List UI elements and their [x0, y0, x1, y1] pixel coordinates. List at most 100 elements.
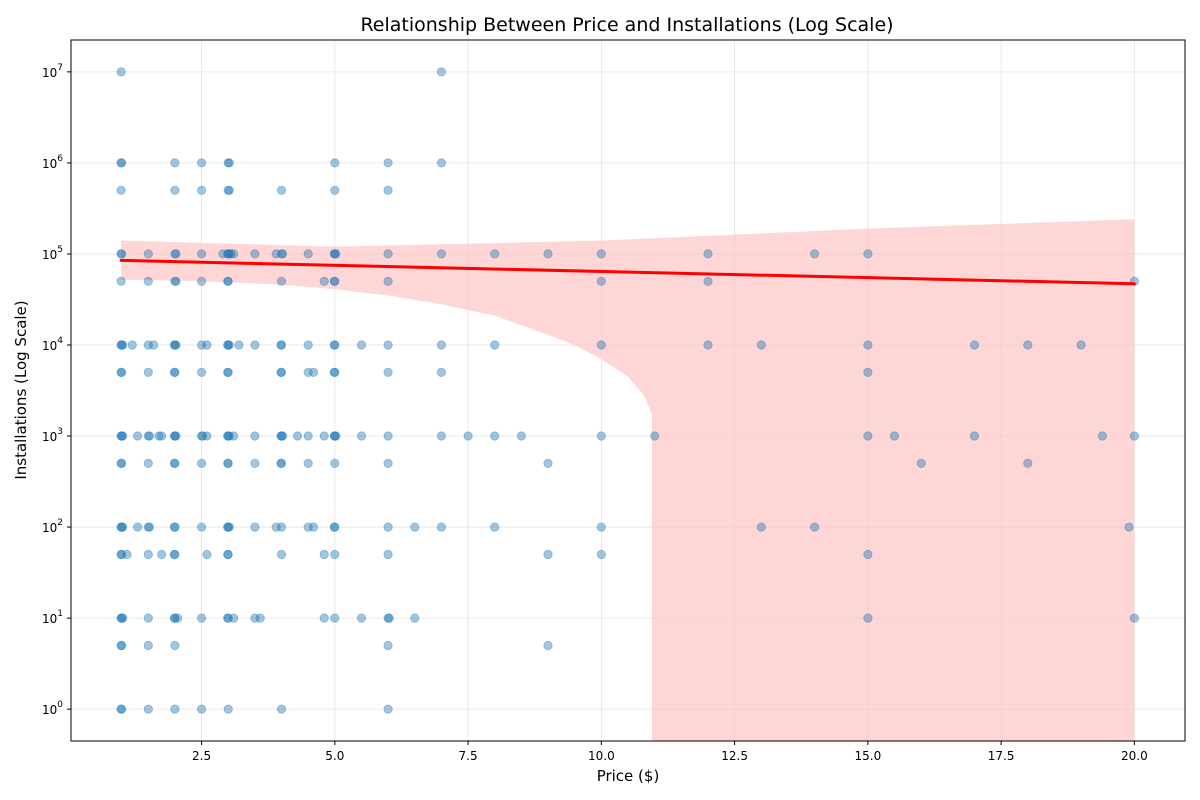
- data-point: [224, 185, 234, 195]
- data-point: [271, 249, 281, 259]
- data-point: [117, 522, 127, 532]
- data-point: [117, 158, 127, 168]
- data-point: [144, 431, 154, 441]
- data-point: [703, 276, 713, 286]
- data-point: [117, 458, 127, 468]
- data-point: [223, 249, 233, 259]
- data-point: [218, 249, 228, 259]
- data-point: [255, 613, 265, 623]
- data-point: [330, 613, 340, 623]
- data-point: [330, 185, 340, 195]
- data-point: [223, 458, 233, 468]
- data-point: [226, 249, 236, 259]
- data-point: [319, 549, 329, 560]
- data-point: [383, 613, 393, 623]
- data-point: [197, 367, 207, 377]
- data-point: [276, 367, 287, 377]
- data-point: [170, 158, 180, 168]
- data-point: [1097, 431, 1108, 441]
- data-point: [356, 340, 367, 350]
- data-point: [169, 549, 179, 560]
- data-point: [224, 340, 234, 350]
- data-point: [330, 549, 340, 560]
- data-point: [118, 522, 128, 532]
- y-tick-label: 106: [42, 154, 63, 171]
- data-point: [143, 549, 153, 560]
- data-point: [1076, 340, 1086, 350]
- x-tick-label: 15.0: [854, 749, 881, 763]
- data-point: [276, 704, 287, 714]
- data-point: [197, 249, 207, 259]
- data-point: [157, 549, 167, 560]
- data-point: [463, 431, 473, 441]
- data-point: [118, 340, 128, 350]
- data-point: [330, 249, 340, 259]
- data-point: [170, 549, 180, 560]
- data-point: [329, 522, 339, 532]
- data-point: [223, 613, 233, 623]
- y-tick-label: 103: [42, 427, 63, 444]
- data-point: [383, 340, 393, 350]
- data-point: [224, 431, 234, 441]
- data-point: [436, 67, 446, 77]
- data-point: [122, 549, 132, 560]
- data-point: [277, 431, 288, 441]
- data-point: [331, 249, 341, 259]
- data-point: [543, 458, 553, 468]
- data-point: [276, 340, 286, 350]
- data-point: [223, 613, 233, 623]
- data-point: [330, 276, 340, 286]
- x-tick-label: 2.5: [192, 749, 211, 763]
- data-point: [117, 613, 127, 623]
- data-point: [116, 185, 126, 195]
- data-point: [170, 367, 180, 377]
- data-point: [116, 249, 126, 259]
- data-point: [117, 367, 127, 377]
- data-point: [383, 640, 393, 651]
- x-tick-label: 5.0: [325, 749, 344, 763]
- data-point: [133, 522, 143, 532]
- data-point: [276, 522, 287, 532]
- data-point: [170, 276, 180, 286]
- data-point: [170, 249, 180, 259]
- data-point: [116, 158, 126, 168]
- data-point: [117, 249, 127, 259]
- data-point: [490, 249, 500, 259]
- data-point: [223, 549, 233, 560]
- data-point: [198, 431, 208, 441]
- data-point: [319, 613, 329, 623]
- data-point: [383, 431, 393, 441]
- data-point: [276, 458, 287, 468]
- data-point: [250, 431, 260, 441]
- data-point: [197, 158, 207, 168]
- data-point: [223, 276, 233, 286]
- data-point: [303, 431, 313, 441]
- data-point: [143, 640, 153, 651]
- data-point: [229, 613, 239, 623]
- data-point: [143, 367, 153, 377]
- data-point: [383, 249, 393, 259]
- data-point: [171, 249, 181, 259]
- data-point: [143, 276, 153, 286]
- data-point: [250, 613, 260, 623]
- data-point: [303, 522, 313, 532]
- data-point: [250, 340, 260, 350]
- data-point: [271, 522, 281, 532]
- data-point: [383, 522, 393, 532]
- data-point: [169, 613, 179, 623]
- data-point: [303, 367, 313, 377]
- data-point: [223, 367, 233, 377]
- x-tick-label: 7.5: [459, 749, 478, 763]
- data-point: [383, 185, 393, 195]
- confidence-band-group: [121, 219, 1135, 742]
- data-point: [223, 340, 233, 350]
- data-point: [170, 340, 180, 350]
- data-point: [516, 431, 527, 441]
- data-point: [1023, 458, 1033, 468]
- data-point: [410, 522, 420, 532]
- data-point: [330, 367, 340, 377]
- data-point: [383, 458, 393, 468]
- data-point: [116, 522, 126, 532]
- data-point: [250, 522, 260, 532]
